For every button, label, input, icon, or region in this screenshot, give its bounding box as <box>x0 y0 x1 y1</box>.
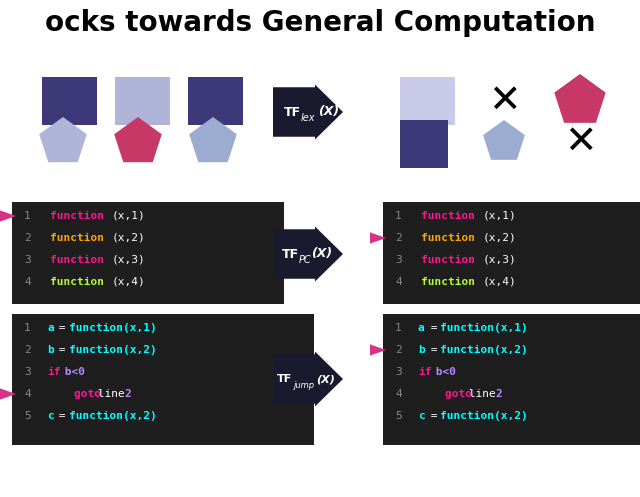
Polygon shape <box>273 227 343 281</box>
Text: b<0: b<0 <box>58 367 85 377</box>
FancyBboxPatch shape <box>12 202 284 304</box>
Text: if: if <box>418 367 431 377</box>
FancyBboxPatch shape <box>12 314 314 445</box>
Polygon shape <box>370 233 386 244</box>
Text: function: function <box>50 233 104 243</box>
Text: =: = <box>424 411 444 421</box>
Polygon shape <box>273 351 343 407</box>
Text: function: function <box>50 255 104 265</box>
Text: (X): (X) <box>311 248 332 260</box>
Text: ✕: ✕ <box>488 82 520 120</box>
Text: (x,1): (x,1) <box>112 211 146 221</box>
Text: (x,4): (x,4) <box>483 277 516 287</box>
Text: function: function <box>421 255 475 265</box>
FancyBboxPatch shape <box>383 202 640 304</box>
FancyBboxPatch shape <box>188 77 243 125</box>
Text: 1: 1 <box>24 323 31 333</box>
Text: =: = <box>52 411 73 421</box>
Text: (X): (X) <box>318 105 339 118</box>
Text: line: line <box>462 389 502 399</box>
Text: =: = <box>52 345 73 355</box>
Text: function(x,2): function(x,2) <box>69 411 157 421</box>
Text: ocks towards General Computation: ocks towards General Computation <box>45 9 595 37</box>
Text: =: = <box>52 323 73 333</box>
Text: 1: 1 <box>395 323 402 333</box>
Text: 2: 2 <box>24 233 31 243</box>
Text: b: b <box>47 345 54 355</box>
Polygon shape <box>483 120 525 160</box>
Polygon shape <box>370 344 386 355</box>
Text: =: = <box>424 345 444 355</box>
FancyBboxPatch shape <box>400 77 455 125</box>
Text: b<0: b<0 <box>429 367 456 377</box>
Text: goto: goto <box>418 389 472 399</box>
Text: function(x,1): function(x,1) <box>440 323 528 333</box>
Text: =: = <box>424 323 444 333</box>
Text: (x,4): (x,4) <box>112 277 146 287</box>
Text: (x,2): (x,2) <box>112 233 146 243</box>
Text: line: line <box>91 389 131 399</box>
Text: c: c <box>418 411 425 421</box>
Text: PC: PC <box>299 255 312 265</box>
Text: c: c <box>47 411 54 421</box>
Text: function: function <box>50 211 104 221</box>
Text: function: function <box>421 233 475 243</box>
Text: 4: 4 <box>395 277 402 287</box>
Polygon shape <box>39 117 87 162</box>
Polygon shape <box>273 84 343 140</box>
Polygon shape <box>114 117 162 162</box>
Text: jump: jump <box>294 381 315 390</box>
Text: 4: 4 <box>24 389 31 399</box>
FancyBboxPatch shape <box>400 120 448 168</box>
Polygon shape <box>0 388 16 400</box>
Polygon shape <box>554 74 605 123</box>
Text: function(x,2): function(x,2) <box>440 411 528 421</box>
Text: 2: 2 <box>395 233 402 243</box>
Text: 2: 2 <box>495 389 502 399</box>
Text: 1: 1 <box>24 211 31 221</box>
Polygon shape <box>0 210 16 222</box>
Text: 3: 3 <box>24 367 31 377</box>
Text: b: b <box>418 345 425 355</box>
Text: TF: TF <box>282 248 299 260</box>
Text: TF: TF <box>277 374 292 384</box>
Text: function: function <box>421 211 475 221</box>
Text: a: a <box>47 323 54 333</box>
Text: 3: 3 <box>395 255 402 265</box>
Text: 3: 3 <box>395 367 402 377</box>
Text: 5: 5 <box>24 411 31 421</box>
Text: 3: 3 <box>24 255 31 265</box>
Polygon shape <box>189 117 237 162</box>
Text: 4: 4 <box>24 277 31 287</box>
Text: (x,1): (x,1) <box>483 211 516 221</box>
Text: 5: 5 <box>395 411 402 421</box>
Text: (x,2): (x,2) <box>483 233 516 243</box>
Text: 1: 1 <box>395 211 402 221</box>
Text: lex: lex <box>301 113 316 123</box>
Text: (x,3): (x,3) <box>483 255 516 265</box>
Text: if: if <box>47 367 61 377</box>
Text: goto: goto <box>47 389 101 399</box>
FancyBboxPatch shape <box>42 77 97 125</box>
FancyBboxPatch shape <box>115 77 170 125</box>
FancyBboxPatch shape <box>383 314 640 445</box>
Text: 2: 2 <box>24 345 31 355</box>
Text: function: function <box>421 277 475 287</box>
Text: (X): (X) <box>316 374 335 384</box>
Text: function(x,1): function(x,1) <box>69 323 157 333</box>
Text: 2: 2 <box>124 389 131 399</box>
Text: 4: 4 <box>395 389 402 399</box>
Text: ✕: ✕ <box>564 123 596 161</box>
Text: function(x,2): function(x,2) <box>69 345 157 355</box>
Text: a: a <box>418 323 425 333</box>
Text: function(x,2): function(x,2) <box>440 345 528 355</box>
Text: function: function <box>50 277 104 287</box>
Text: TF: TF <box>284 105 301 118</box>
Text: 2: 2 <box>395 345 402 355</box>
Text: (x,3): (x,3) <box>112 255 146 265</box>
